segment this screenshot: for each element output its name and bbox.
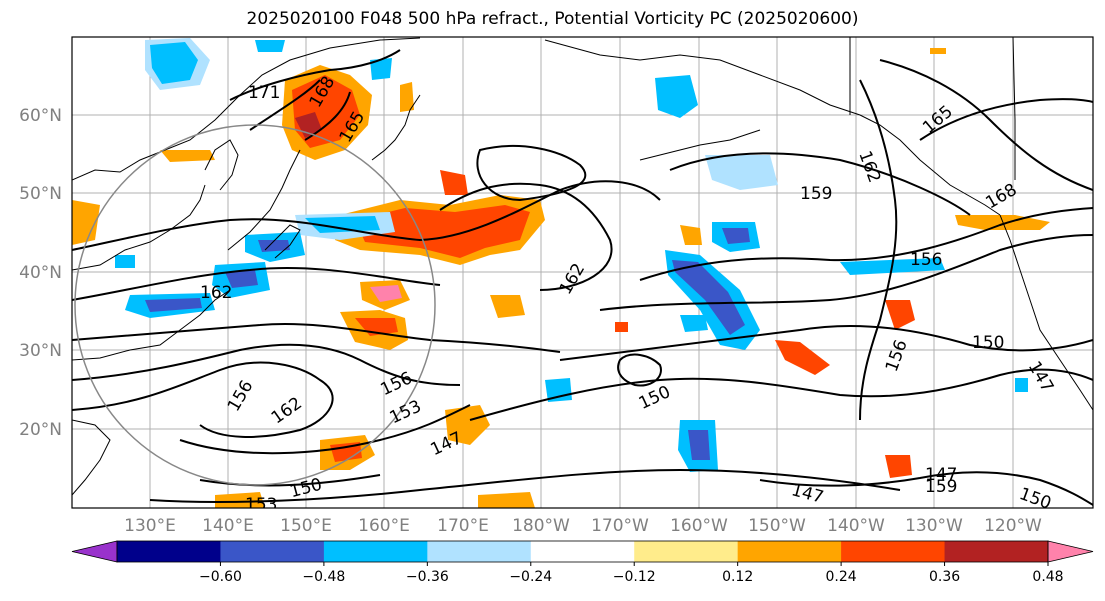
- reference-circle: [74, 124, 436, 486]
- lat-label: 40°N: [19, 263, 62, 283]
- lon-label: 150°W: [748, 516, 806, 536]
- colorbar-swatch: [737, 541, 842, 562]
- latitude-labels: 60°N 50°N 40°N 30°N 20°N: [19, 106, 62, 440]
- lon-label: 130°W: [905, 516, 963, 536]
- lat-label: 20°N: [19, 420, 62, 440]
- lon-label: 170°E: [437, 516, 489, 536]
- colorbar-swatch: [220, 541, 325, 562]
- height-contours: [72, 49, 1093, 506]
- colorbar-swatch: [323, 541, 428, 562]
- contour-label: 162: [200, 283, 232, 303]
- colorbar-swatch: [634, 541, 739, 562]
- colorbar-tick-label: 0.24: [826, 569, 857, 585]
- colorbar-swatch: [427, 541, 532, 562]
- colorbar-tick-label: −0.48: [302, 569, 345, 585]
- lon-label: 150°E: [280, 516, 332, 536]
- colorbar-extend-min: [71, 540, 118, 563]
- colorbar: −0.60 −0.48 −0.36 −0.24 −0.12 0.12 0.24 0.36 0.4…: [71, 540, 1094, 585]
- colorbar-swatch: [530, 541, 635, 562]
- contour-label: 150: [972, 333, 1004, 353]
- contour-label: 159: [925, 477, 957, 497]
- lat-label: 50°N: [19, 184, 62, 204]
- colorbar-outline: [116, 540, 1049, 563]
- longitude-labels: 130°E 140°E 150°E 160°E 170°E 180°W 170°…: [124, 516, 1042, 536]
- lon-label: 120°W: [984, 516, 1042, 536]
- map-title: 2025020100 F048 500 hPa refract., Potent…: [246, 9, 859, 29]
- lat-label: 30°N: [19, 341, 62, 361]
- lon-label: 140°W: [827, 516, 885, 536]
- colorbar-tick-label: 0.48: [1032, 569, 1063, 585]
- colorbar-tick-label: −0.24: [509, 569, 552, 585]
- lon-label: 180°W: [512, 516, 570, 536]
- lat-label: 60°N: [19, 106, 62, 126]
- contour-label: 156: [910, 250, 942, 270]
- colorbar-tick-label: −0.12: [613, 569, 656, 585]
- map-frame: [71, 36, 1094, 509]
- contour-label: 147: [925, 465, 957, 485]
- lon-label: 170°W: [591, 516, 649, 536]
- colorbar-extend-max: [1047, 540, 1094, 563]
- colorbar-tick-label: −0.60: [199, 569, 242, 585]
- colorbar-tick-label: −0.36: [406, 569, 449, 585]
- lon-label: 160°W: [670, 516, 728, 536]
- coastlines: [72, 37, 1093, 496]
- colorbar-swatch: [944, 541, 1049, 562]
- colorbar-swatch: [117, 541, 221, 562]
- colorbar-tick-label: 0.36: [929, 569, 960, 585]
- lon-label: 130°E: [124, 516, 176, 536]
- contour-label: 171: [248, 83, 280, 103]
- colorbar-tick-label: 0.12: [722, 569, 753, 585]
- contour-label: 153: [245, 495, 277, 515]
- lon-label: 140°E: [202, 516, 254, 536]
- contour-label: 159: [800, 184, 832, 204]
- colorbar-swatch: [841, 541, 946, 562]
- lon-label: 160°E: [358, 516, 410, 536]
